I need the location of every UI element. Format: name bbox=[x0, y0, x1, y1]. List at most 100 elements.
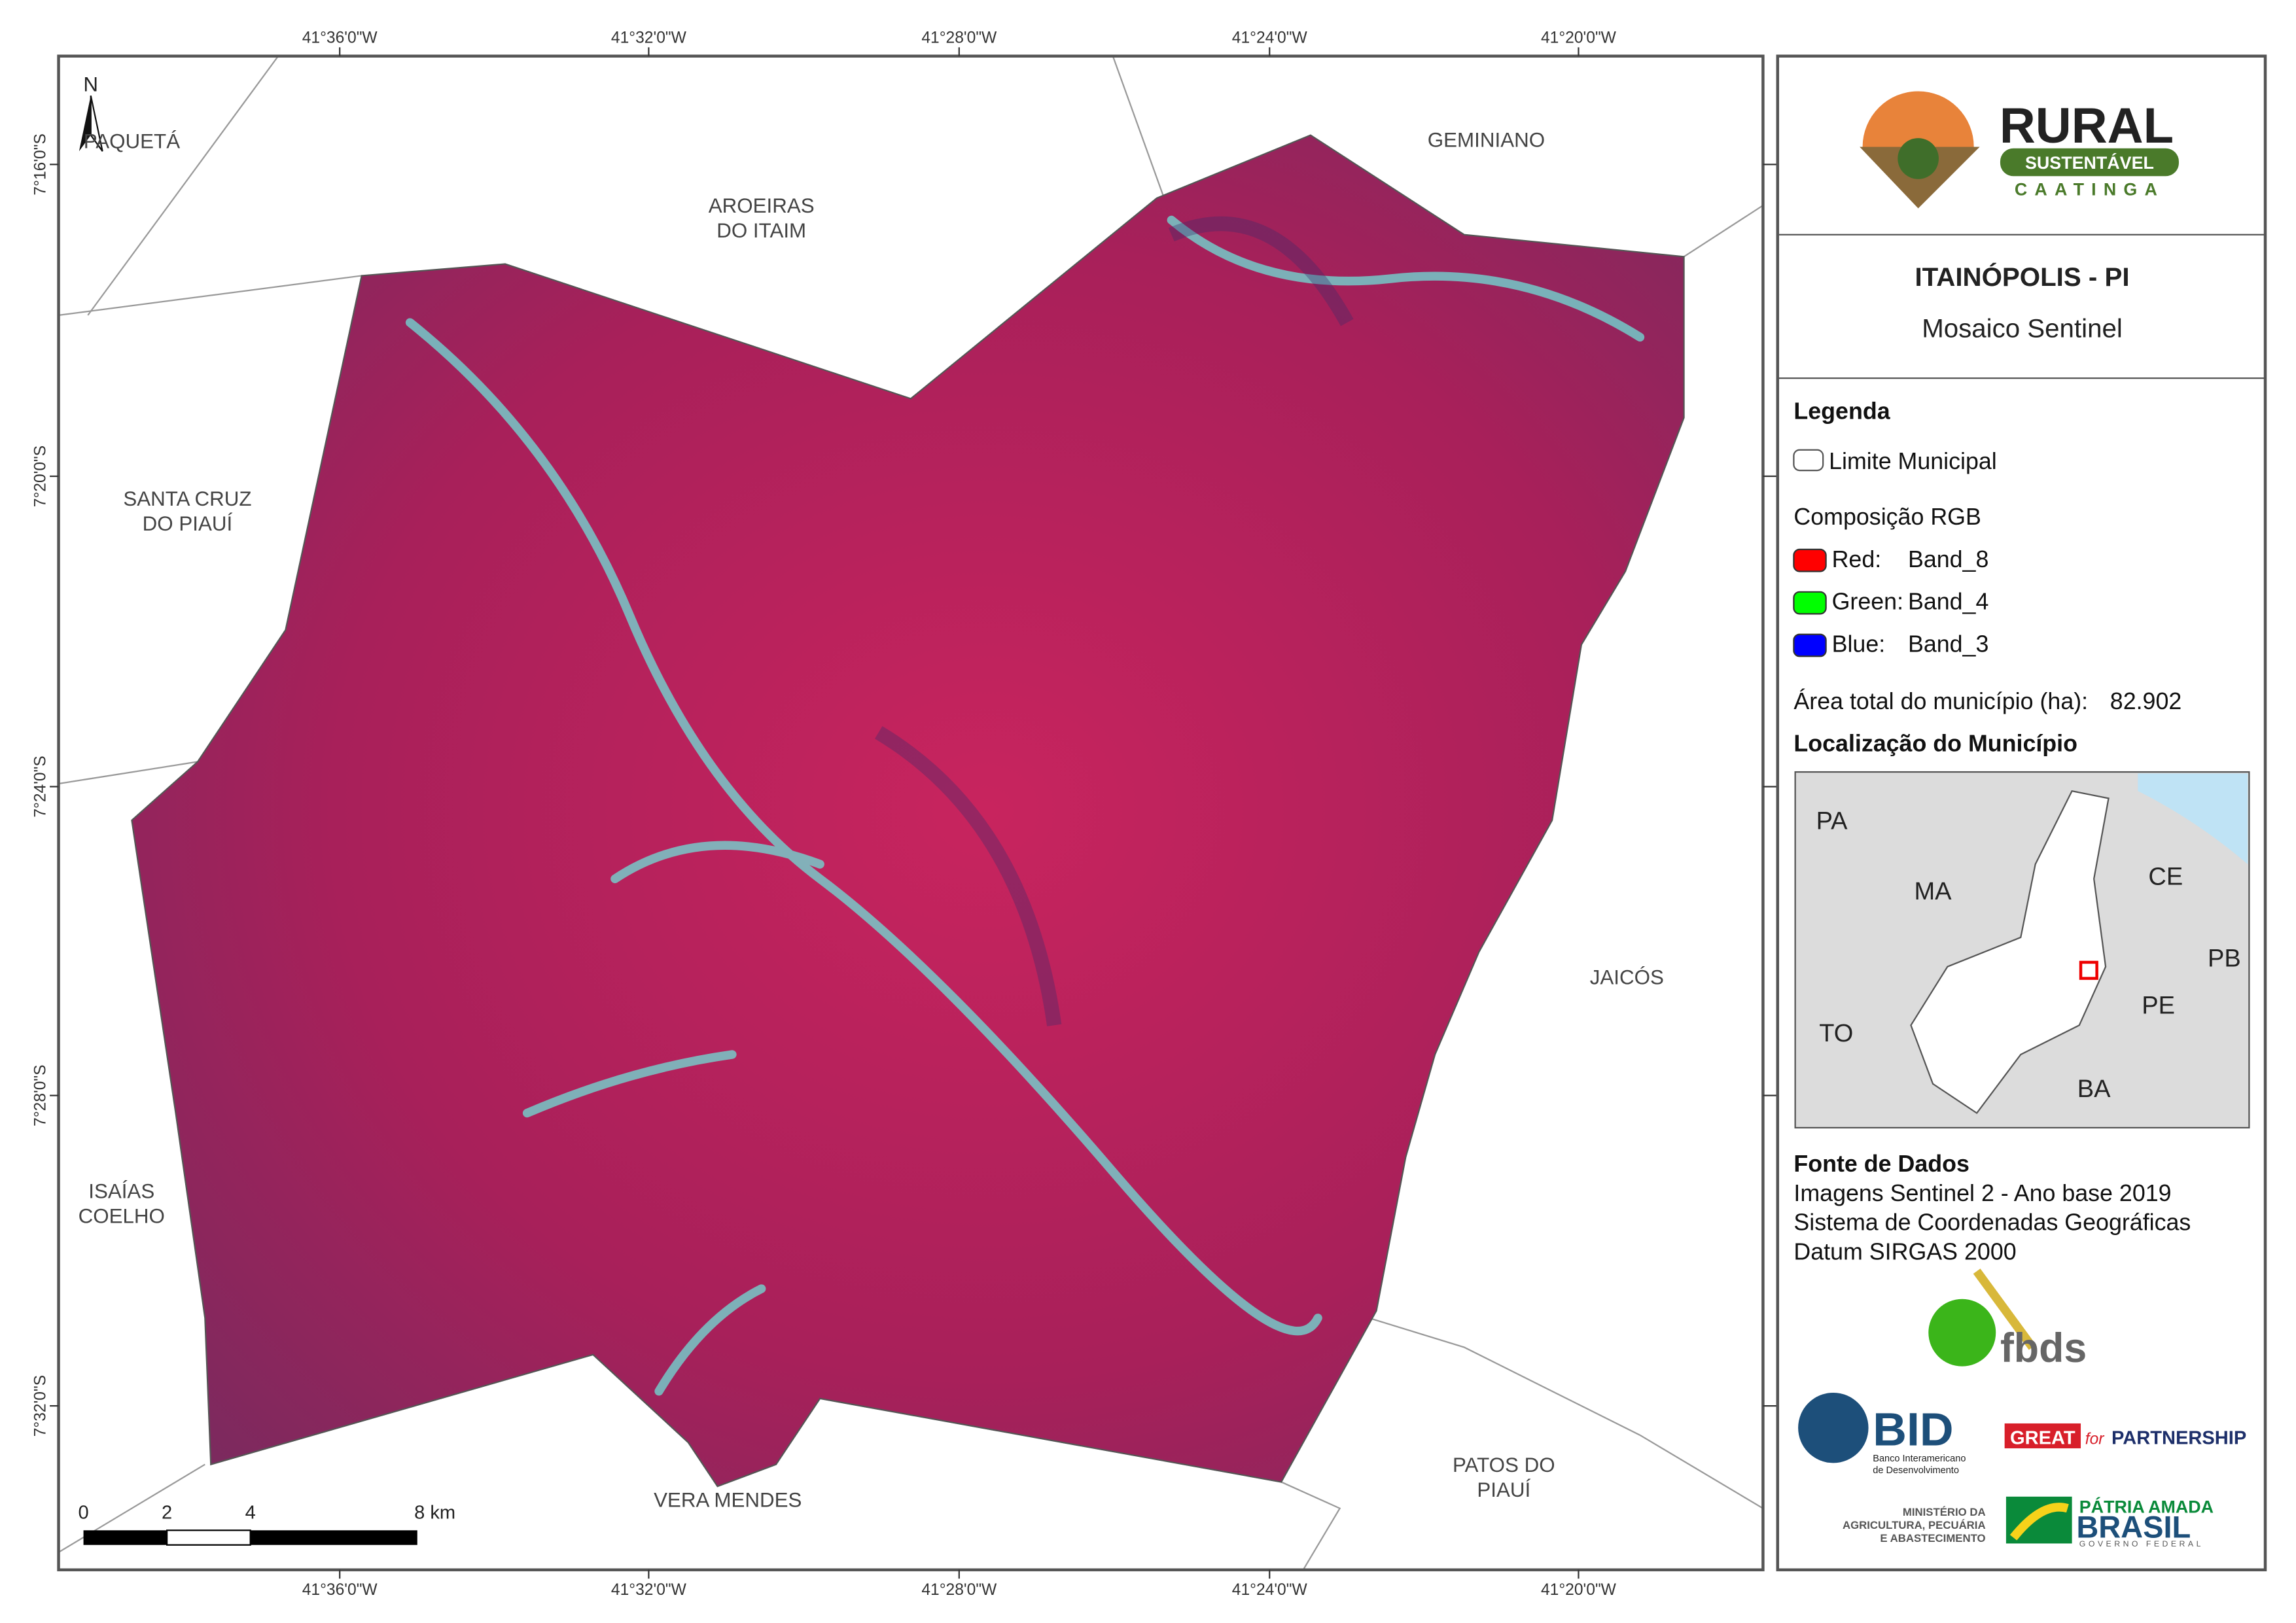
north-label: N bbox=[83, 73, 98, 96]
g-shape: 41°36'0"W 41°32'0"W 41°28'0"W 41°24'0"W 41°2… bbox=[302, 29, 1617, 47]
north-arrow bbox=[90, 95, 103, 152]
place-name: ISAÍAS bbox=[88, 1179, 154, 1202]
g-shape: 0 2 4 8 km bbox=[78, 1502, 455, 1523]
logo-sun bbox=[1862, 91, 1974, 147]
ministry: MINISTÉRIO DA bbox=[1903, 1506, 1986, 1518]
source-line: Imagens Sentinel 2 - Ano base 2019 bbox=[1793, 1180, 2171, 1206]
great-for: for bbox=[2085, 1430, 2106, 1448]
patria: PÁTRIA AMADA bbox=[2079, 1496, 2214, 1516]
bid-name: Banco Interamericano bbox=[1873, 1454, 1966, 1464]
area-value: 82.902 bbox=[2110, 688, 2182, 714]
legend-swatch bbox=[1793, 591, 1827, 615]
place-name: PAQUETÁ bbox=[84, 130, 180, 153]
inset-state bbox=[1910, 790, 2110, 1115]
band-channel: Green: bbox=[1832, 589, 1903, 615]
graticule-ticks bbox=[50, 47, 1778, 1579]
place-name: DO PIAUÍ bbox=[143, 512, 233, 535]
place-name: VERA MENDES bbox=[654, 1488, 802, 1511]
great-logo bbox=[2004, 1423, 2081, 1448]
path-shape bbox=[1167, 215, 1645, 342]
g-shape: Imagens Sentinel 2 - Ano base 2019 Sistem… bbox=[1793, 1180, 2191, 1265]
place-name: SANTA CRUZ bbox=[123, 487, 251, 510]
scale-bar bbox=[250, 1530, 417, 1545]
map-title: ITAINÓPOLIS - PI bbox=[1915, 262, 2129, 292]
fbds-logo bbox=[1928, 1299, 1996, 1367]
longitude-label: 41°28'0"W bbox=[921, 29, 997, 47]
path-shape bbox=[1168, 216, 1354, 326]
legend-label: Composição RGB bbox=[1793, 504, 1981, 530]
longitude-label: 41°20'0"W bbox=[1541, 29, 1617, 47]
path-shape bbox=[874, 726, 1062, 1026]
band-channel: Blue: bbox=[1832, 631, 1886, 657]
scale-label: 8 km bbox=[414, 1502, 455, 1523]
band-channel: Red: bbox=[1832, 546, 1882, 572]
place-name: AROEIRAS bbox=[709, 194, 815, 217]
source-line: Sistema de Coordenadas Geográficas bbox=[1793, 1210, 2191, 1236]
scale-bar bbox=[83, 1530, 168, 1545]
inset-label: BA bbox=[2077, 1075, 2111, 1103]
brasil-flag bbox=[2009, 1503, 2069, 1541]
legend-swatch bbox=[1793, 548, 1827, 572]
place-name: GEMINIANO bbox=[1428, 129, 1545, 152]
map-frame bbox=[57, 54, 1765, 1571]
longitude-label: 41°24'0"W bbox=[1232, 29, 1308, 47]
place-name: DO ITAIM bbox=[716, 219, 806, 242]
g-shape: 41°36'0"W 41°32'0"W 41°28'0"W 41°24'0"W 41°2… bbox=[302, 1581, 1617, 1599]
bid-text: BID bbox=[1873, 1404, 1953, 1456]
path-shape bbox=[1683, 205, 1763, 258]
path-shape bbox=[654, 1284, 766, 1396]
logo-word: RURAL bbox=[2000, 98, 2174, 154]
logo-band-text: SUSTENTÁVEL bbox=[2025, 152, 2154, 173]
latitude-label: 7°16'0"S bbox=[31, 133, 49, 195]
great-partnership: PARTNERSHIP bbox=[2111, 1427, 2246, 1448]
legend-swatch bbox=[1793, 449, 1824, 472]
path-shape bbox=[1369, 1317, 1763, 1509]
path-shape bbox=[58, 275, 362, 316]
latitude-label: 7°32'0"S bbox=[31, 1375, 49, 1437]
location-heading: Localização do Município bbox=[1793, 731, 2077, 757]
latitude-label: 7°24'0"S bbox=[31, 756, 49, 817]
latitude-label: 7°20'0"S bbox=[31, 445, 49, 507]
area-label: Área total do município (ha): bbox=[1793, 688, 2088, 714]
scale-label: 2 bbox=[162, 1502, 172, 1523]
fbds-logo bbox=[1973, 1268, 2036, 1350]
longitude-label: 41°32'0"W bbox=[611, 1581, 687, 1599]
legend-label: Limite Municipal bbox=[1829, 448, 1997, 474]
bid-name: de Desenvolvimento bbox=[1873, 1465, 1959, 1476]
bid-logo bbox=[1798, 1392, 1869, 1463]
logo-band bbox=[2000, 148, 2179, 177]
map-subtitle: Mosaico Sentinel bbox=[1922, 313, 2123, 343]
texture-dark bbox=[874, 216, 1354, 1026]
place-name: COELHO bbox=[79, 1204, 165, 1227]
longitude-label: 41°28'0"W bbox=[921, 1581, 997, 1599]
inset-label: PA bbox=[1816, 807, 1848, 835]
scale-label: 4 bbox=[245, 1502, 256, 1523]
band-name: Band_8 bbox=[1908, 546, 1988, 572]
longitude-label: 41°24'0"W bbox=[1232, 1581, 1308, 1599]
sources-heading: Fonte de Dados bbox=[1793, 1151, 1969, 1177]
g-shape: PA MA CE PB PE TO BA bbox=[1816, 807, 2241, 1103]
inset-label: TO bbox=[1819, 1020, 1853, 1047]
longitude-label: 41°32'0"W bbox=[611, 29, 687, 47]
great-text: GREAT bbox=[2010, 1427, 2075, 1448]
logo-tree bbox=[1898, 138, 1939, 179]
place-name: JAICÓS bbox=[1590, 966, 1664, 989]
ministry: E ABASTECIMENTO bbox=[1880, 1532, 1985, 1544]
ministry: AGRICULTURA, PECUÁRIA bbox=[1843, 1519, 1986, 1531]
inset-ocean bbox=[2138, 773, 2248, 865]
path-shape bbox=[87, 56, 279, 316]
path-shape bbox=[522, 1050, 737, 1118]
inset-locator bbox=[2079, 960, 2098, 980]
fbds-text: fbds bbox=[2000, 1325, 2087, 1371]
path-shape bbox=[610, 841, 824, 884]
inset-label: MA bbox=[1914, 878, 1952, 905]
inset-label: CE bbox=[2148, 863, 2183, 890]
latitude-label: 7°28'0"S bbox=[31, 1064, 49, 1126]
map-body bbox=[58, 56, 1763, 1570]
inset-label: PE bbox=[2142, 992, 2175, 1019]
path-shape bbox=[1112, 56, 1165, 199]
g-shape: 7°16'0"S 7°20'0"S 7°24'0"S 7°28'0"S 7°32'0"S bbox=[31, 133, 49, 1437]
scale-label: 0 bbox=[78, 1502, 88, 1523]
